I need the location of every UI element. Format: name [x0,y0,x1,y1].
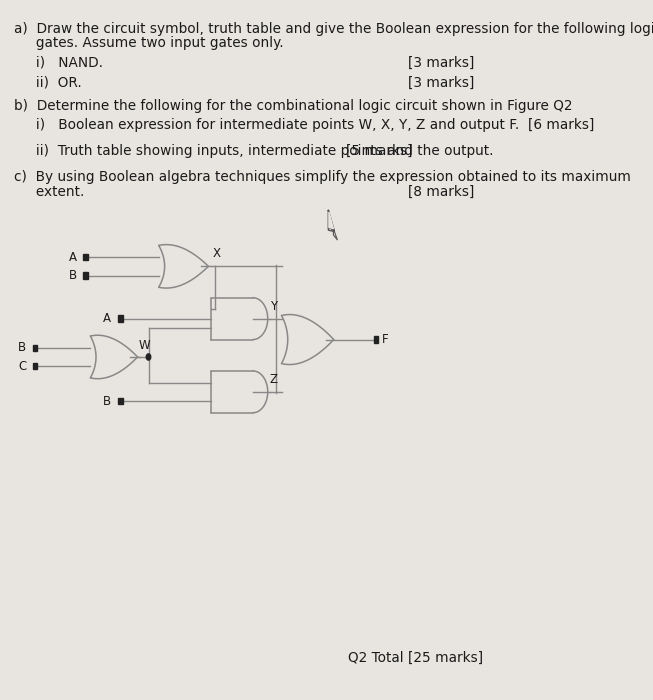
Text: A: A [103,312,112,325]
Text: [5 marks]: [5 marks] [346,144,412,158]
Text: b)  Determine the following for the combinational logic circuit shown in Figure : b) Determine the following for the combi… [14,99,572,113]
Text: F: F [382,333,389,346]
Text: B: B [103,395,112,407]
Text: ii)  OR.: ii) OR. [14,76,82,90]
Bar [84,272,88,279]
Text: Q2 Total [25 marks]: Q2 Total [25 marks] [348,651,483,665]
Text: A: A [69,251,76,264]
Text: [3 marks]: [3 marks] [407,56,474,70]
Circle shape [146,354,151,360]
Bar [33,344,37,351]
Text: a)  Draw the circuit symbol, truth table and give the Boolean expression for the: a) Draw the circuit symbol, truth table … [14,22,653,36]
Text: ii)  Truth table showing inputs, intermediate points and the output.: ii) Truth table showing inputs, intermed… [14,144,493,158]
Polygon shape [329,212,334,229]
Text: Z: Z [270,373,278,386]
Text: B: B [18,342,26,354]
Text: i)   NAND.: i) NAND. [14,56,103,70]
Text: X: X [213,247,221,260]
Bar [84,254,88,260]
Bar [118,398,123,404]
Text: B: B [69,269,76,282]
Text: [3 marks]: [3 marks] [407,76,474,90]
Bar [118,316,123,322]
Bar [33,363,37,370]
Text: [8 marks]: [8 marks] [407,185,474,199]
Text: gates. Assume two input gates only.: gates. Assume two input gates only. [14,36,283,50]
Text: c)  By using Boolean algebra techniques simplify the expression obtained to its : c) By using Boolean algebra techniques s… [14,170,631,184]
Text: W: W [139,340,151,352]
Text: Y: Y [270,300,277,313]
Text: i)   Boolean expression for intermediate points W, X, Y, Z and output F.  [6 mar: i) Boolean expression for intermediate p… [14,118,594,132]
Bar [374,337,378,343]
Text: extent.: extent. [14,185,84,199]
Text: C: C [18,360,26,372]
